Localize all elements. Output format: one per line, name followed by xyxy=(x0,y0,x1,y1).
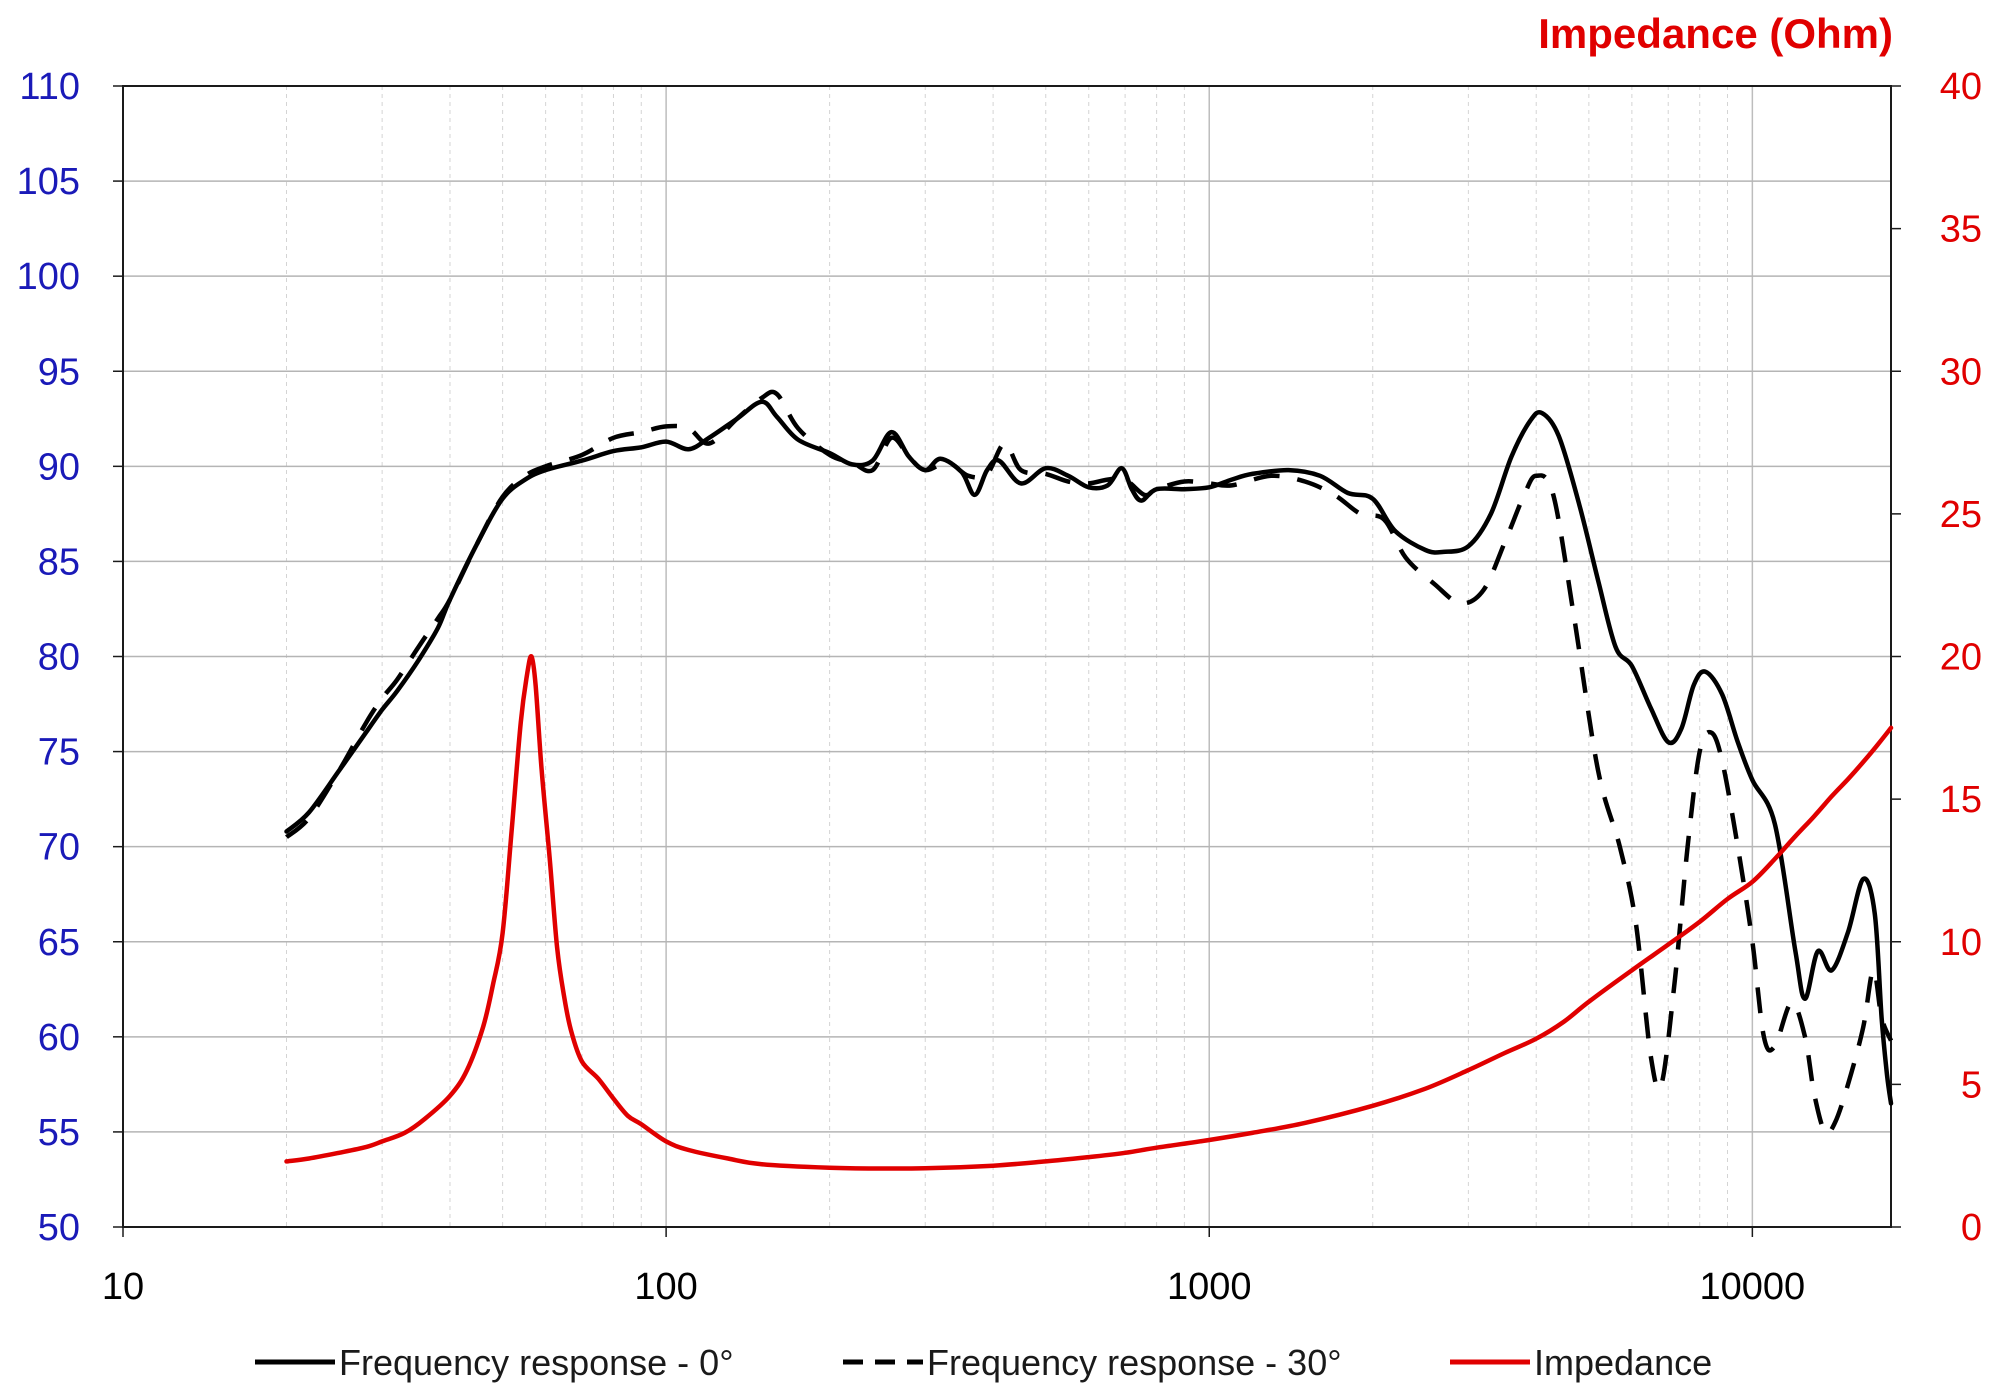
left-axis-tick-label: 70 xyxy=(38,827,80,869)
legend-item: Frequency response - 0° xyxy=(255,1342,734,1383)
legend-label: Impedance xyxy=(1534,1342,1712,1383)
left-axis-tick-label: 75 xyxy=(38,732,80,774)
x-axis-tick-label: 10 xyxy=(102,1266,144,1308)
legend-label: Frequency response - 30° xyxy=(927,1342,1342,1383)
legend-item: Frequency response - 30° xyxy=(843,1342,1342,1383)
gridlines xyxy=(123,86,1891,1227)
right-axis-tick-label: 30 xyxy=(1940,351,1982,393)
right-axis-title: Impedance (Ohm) xyxy=(1538,10,1893,57)
left-axis-tick-label: 105 xyxy=(17,161,80,203)
right-axis-tick-label: 5 xyxy=(1961,1064,1982,1106)
legend: Frequency response - 0° Frequency respons… xyxy=(255,1342,1712,1383)
left-axis-tick-label: 80 xyxy=(38,637,80,679)
right-axis-tick-label: 0 xyxy=(1961,1207,1982,1249)
left-axis-tick-label: 65 xyxy=(38,922,80,964)
right-axis-tick-label: 25 xyxy=(1940,494,1982,536)
x-axis-tick-label: 10000 xyxy=(1700,1266,1806,1308)
x-axis-tick-label: 1000 xyxy=(1167,1266,1252,1308)
left-axis-tick-label: 100 xyxy=(17,256,80,298)
right-axis-tick-label: 10 xyxy=(1940,922,1982,964)
right-axis-tick-label: 40 xyxy=(1940,66,1982,108)
left-axis-tick-label: 55 xyxy=(38,1112,80,1154)
left-axis-tick-label: 50 xyxy=(38,1207,80,1249)
series-fr-30deg-line xyxy=(285,389,1894,1136)
left-axis-tick-label: 60 xyxy=(38,1017,80,1059)
series-layer xyxy=(284,389,1894,1171)
axes: 50 55 60 65 70 75 80 85 90 95 100 105 110 0 5 10 15 20 25 3… xyxy=(17,66,1982,1308)
right-axis-tick-label: 15 xyxy=(1940,779,1982,821)
left-axis-tick-label: 85 xyxy=(38,541,80,583)
legend-label: Frequency response - 0° xyxy=(339,1342,734,1383)
right-axis-tick-label: 20 xyxy=(1940,637,1982,679)
series-impedance-line xyxy=(284,653,1894,1171)
right-axis-tick-label: 35 xyxy=(1940,209,1982,251)
left-axis-tick-label: 95 xyxy=(38,351,80,393)
legend-item: Impedance xyxy=(1450,1342,1712,1383)
left-axis-tick-label: 90 xyxy=(38,446,80,488)
left-axis-tick-label: 110 xyxy=(19,66,80,108)
x-axis-tick-label: 100 xyxy=(634,1266,697,1308)
